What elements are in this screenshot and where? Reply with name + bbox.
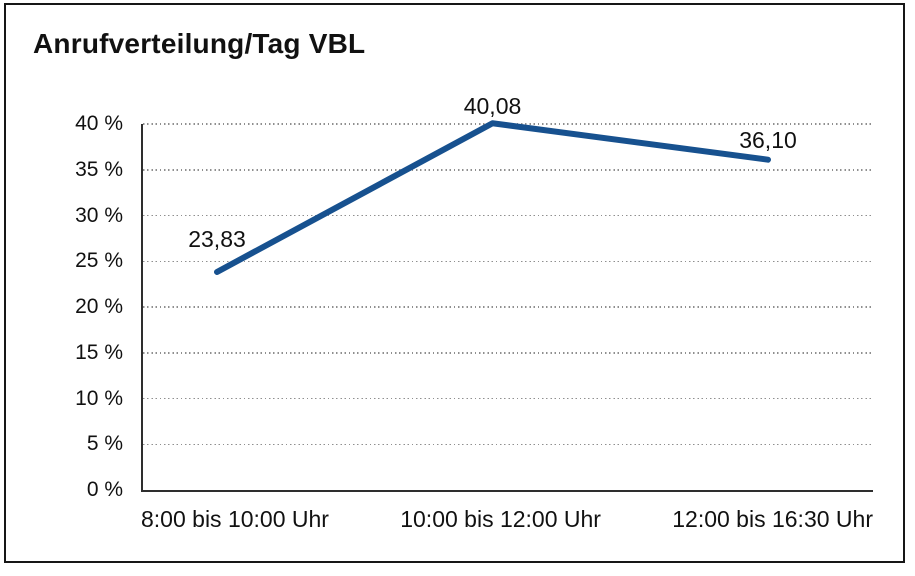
plot-area: 23,83 40,08 36,10 bbox=[141, 94, 873, 492]
y-axis-tick-label: 20 % bbox=[75, 295, 123, 318]
y-axis-tick-label: 25 % bbox=[75, 249, 123, 273]
line-series bbox=[214, 120, 771, 275]
gridline bbox=[143, 306, 871, 308]
y-axis-tick-label: 15 % bbox=[75, 340, 123, 364]
gridline bbox=[143, 214, 871, 217]
gridline bbox=[143, 397, 871, 400]
y-axis-tick-label: 35 % bbox=[75, 157, 123, 181]
data-point-label: 40,08 bbox=[463, 93, 522, 120]
x-axis-category-label: 8:00 bis 10:00 Uhr bbox=[141, 506, 329, 532]
gridline bbox=[143, 169, 871, 171]
gridline bbox=[143, 260, 871, 262]
y-axis-tick-label: 5 % bbox=[86, 432, 123, 456]
gridline bbox=[143, 443, 871, 445]
chart-frame bbox=[4, 3, 905, 563]
y-axis-tick-label: 0 % bbox=[86, 478, 123, 501]
data-point-label: 23,83 bbox=[188, 225, 246, 252]
x-axis-category-labels: 8:00 bis 10:00 Uhr 10:00 bis 12:00 Uhr 12:… bbox=[141, 506, 873, 532]
x-axis-category-label: 10:00 bis 12:00 Uhr bbox=[400, 506, 601, 532]
y-axis-tick-label: 10 % bbox=[75, 386, 123, 410]
y-axis-tick-label: 30 % bbox=[75, 203, 123, 227]
data-point-label: 36,10 bbox=[739, 126, 797, 153]
y-axis-tick-label: 40 % bbox=[75, 112, 123, 135]
chart-title: Anrufverteilung/Tag VBL bbox=[33, 28, 366, 59]
gridline bbox=[143, 352, 871, 354]
x-axis-category-label: 12:00 bis 16:30 Uhr bbox=[672, 506, 873, 532]
series-line bbox=[214, 120, 771, 275]
